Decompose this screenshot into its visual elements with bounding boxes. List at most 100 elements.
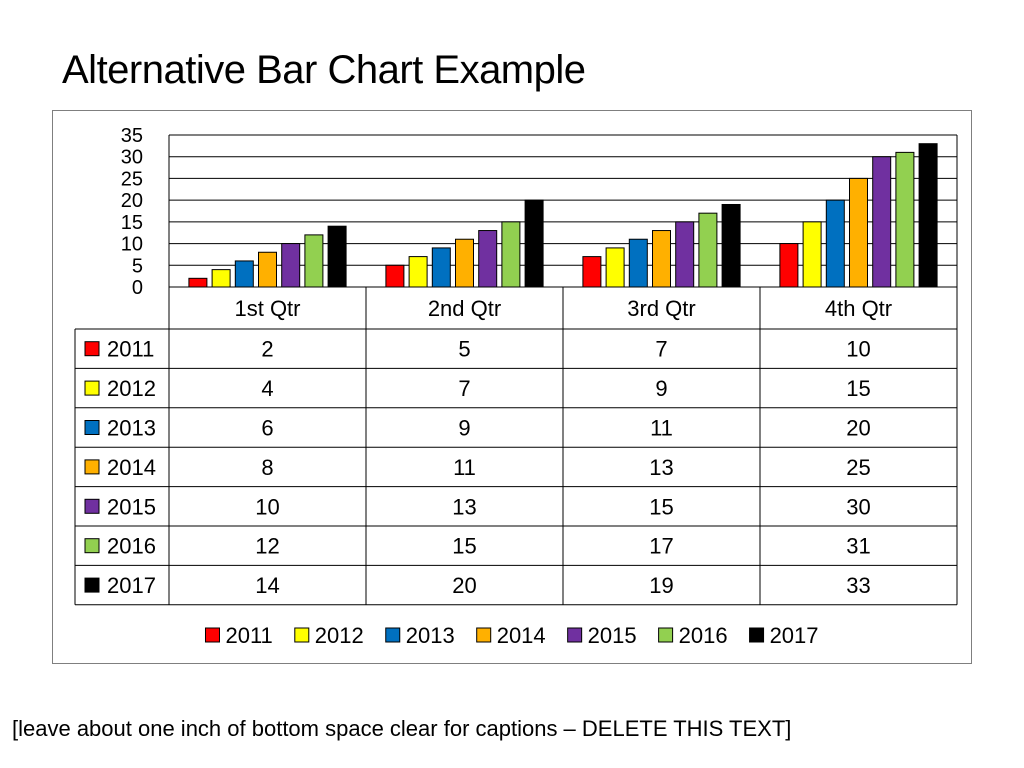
legend-entry: 2013 [406,623,455,648]
table-row-label: 2013 [107,416,156,441]
table-row-label: 2016 [107,534,156,559]
bar [455,238,474,288]
data-label: 10 [846,337,870,362]
category-label: 4th Qtr [825,296,892,321]
table-row-label: 2012 [107,376,156,401]
row-legend-key [84,498,100,514]
bar [918,143,938,288]
data-label: 30 [846,494,870,519]
bar [234,260,254,288]
bar [895,151,915,288]
row-legend-key [84,577,100,593]
legend-key [749,627,765,643]
data-label: 9 [458,416,470,441]
slide-title: Alternative Bar Chart Example [62,48,586,92]
bar [802,221,822,288]
legend-entry: 2011 [225,623,272,648]
y-tick-label: 35 [121,125,143,147]
legend-key [294,627,310,643]
legend-key [658,627,674,643]
bar [605,247,625,288]
data-label: 2 [261,337,273,362]
data-label: 11 [453,455,476,480]
bar [825,199,845,288]
bar [721,203,741,288]
data-label: 6 [261,416,273,441]
legend-entry: 2012 [315,623,364,648]
row-legend-key [84,459,100,475]
data-label: 17 [649,534,673,559]
data-label: 11 [650,416,673,441]
bar [501,221,521,288]
data-label: 15 [452,534,476,559]
data-label: 4 [261,376,273,401]
y-tick-label: 5 [132,255,143,277]
data-label: 33 [846,573,870,598]
bar [478,230,498,288]
legend-key [476,627,492,643]
table-row-label: 2015 [107,494,156,519]
bar [524,199,544,288]
bar [698,212,718,288]
bar [431,247,451,288]
data-label: 12 [255,534,279,559]
data-label: 31 [846,534,870,559]
bar [779,243,799,288]
legend-entry: 2014 [497,623,546,648]
bar [872,156,892,288]
bar [652,230,671,288]
bar [304,234,324,288]
table-row-label: 2017 [107,573,156,598]
data-label: 15 [649,494,673,519]
row-legend-key [84,380,100,396]
chart-frame: 0 5 10 15 20 25 30 35 1st Qtr 2nd Qtr 3rd Qtr 4th Q… [52,110,972,664]
y-tick-label: 0 [132,277,143,299]
category-label: 2nd Qtr [428,296,501,321]
data-label: 13 [649,455,673,480]
table-row-label: 2011 [107,337,154,362]
y-tick-label: 30 [121,147,143,169]
legend-entry: 2017 [770,623,819,648]
table-row-label: 2014 [107,455,156,480]
data-label: 7 [458,376,470,401]
row-legend-key [84,341,100,357]
data-label: 13 [452,494,476,519]
bar [849,177,868,288]
bar [385,264,405,288]
y-tick-label: 25 [121,168,143,190]
bar [211,269,231,288]
data-label: 20 [846,416,870,441]
legend-entry: 2016 [679,623,728,648]
data-label: 8 [261,455,273,480]
data-label: 7 [655,337,667,362]
bar [675,221,695,288]
bar [582,256,602,288]
data-label: 10 [255,494,279,519]
data-label: 20 [452,573,476,598]
data-label: 19 [649,573,673,598]
y-tick-label: 20 [121,190,143,212]
data-label: 14 [255,573,279,598]
bar [258,251,277,288]
legend-key [385,627,401,643]
row-legend-key [84,420,100,435]
legend-entry: 2015 [588,623,637,648]
bar [408,256,428,288]
legend-key [567,627,583,643]
row-legend-key [84,538,100,554]
data-label: 25 [846,455,870,480]
bar [327,225,347,288]
data-label: 9 [655,376,667,401]
data-label: 15 [846,376,870,401]
y-tick-label: 10 [121,234,143,256]
bar [281,243,301,288]
data-label: 5 [458,337,470,362]
y-tick-label: 15 [121,212,143,234]
caption-text: [leave about one inch of bottom space cl… [12,716,792,741]
legend-key [204,627,220,643]
category-label: 3rd Qtr [627,296,695,321]
bar [628,238,648,288]
category-label: 1st Qtr [234,296,300,321]
bar [188,277,208,288]
